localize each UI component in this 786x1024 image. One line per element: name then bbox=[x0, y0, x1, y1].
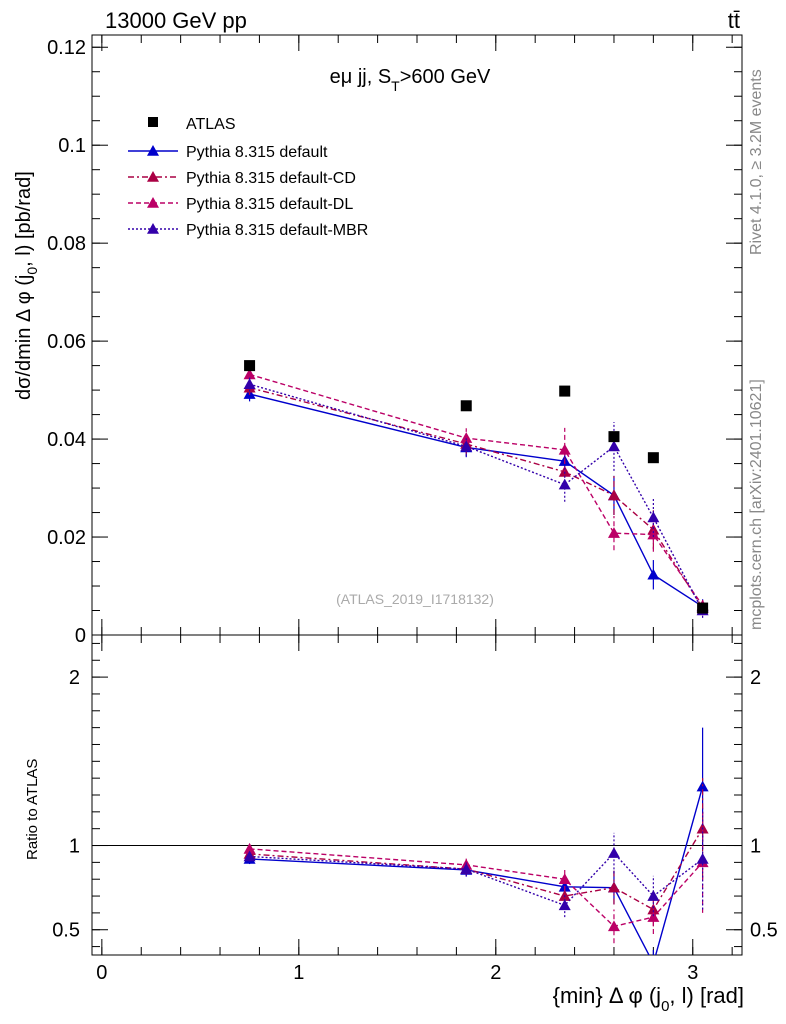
ratio-line-mbr bbox=[249, 852, 704, 907]
legend-marker-atlas bbox=[148, 117, 158, 127]
ratio-marker-dl bbox=[558, 873, 571, 885]
process-label: tt̄ bbox=[728, 8, 740, 33]
x-tick-label: 0 bbox=[96, 962, 107, 984]
marker-dl bbox=[460, 432, 473, 443]
marker-dl bbox=[243, 368, 256, 380]
legend: ATLAS Pythia 8.315 default Pythia 8.315 d… bbox=[128, 116, 368, 239]
legend-label-atlas: ATLAS bbox=[186, 116, 236, 133]
ratio-marker-mbr bbox=[607, 847, 620, 858]
data-point-atlas bbox=[697, 602, 709, 614]
marker-mbr bbox=[460, 440, 473, 452]
ratio-marker-mbr bbox=[460, 863, 473, 874]
legend-marker-dl bbox=[147, 197, 159, 208]
ratio-marker-mbr bbox=[558, 899, 571, 911]
x-axis-ticks: 0 1 2 3 bbox=[96, 35, 733, 984]
ratio-marker-cd bbox=[607, 881, 620, 893]
legend-marker-default bbox=[147, 145, 159, 156]
ratio-tick-label-right: 0.5 bbox=[750, 920, 778, 942]
series-line-dl bbox=[249, 373, 704, 607]
ratio-axis-ticks: 0.5 0.5 1 1 2 2 bbox=[52, 642, 778, 948]
series-line-mbr bbox=[249, 383, 704, 611]
ratio-tick-label: 0.5 bbox=[52, 920, 80, 942]
y-tick-label: 0.04 bbox=[47, 429, 86, 451]
main-series-layer bbox=[243, 360, 709, 618]
legend-label-cd: Pythia 8.315 default-CD bbox=[186, 170, 356, 187]
ratio-series-layer bbox=[243, 727, 709, 968]
x-tick-label: 3 bbox=[687, 962, 698, 984]
ratio-tick-label: 2 bbox=[69, 667, 80, 689]
y-tick-label: 0.02 bbox=[47, 527, 86, 549]
mcplots-label: mcplots.cern.ch [arXiv:2401.10621] bbox=[748, 379, 765, 630]
y-tick-label: 0.1 bbox=[58, 135, 86, 157]
data-point-atlas bbox=[460, 400, 472, 412]
main-axis-ticks: 0 0.02 0.04 0.06 0.08 0.1 0.12 bbox=[47, 37, 742, 647]
y-axis-title: dσ/dmin Δ φ (j0, l) [pb/rad] bbox=[13, 171, 40, 400]
marker-dl bbox=[647, 528, 660, 540]
ratio-line-cd bbox=[249, 828, 704, 911]
x-tick-label: 2 bbox=[490, 962, 501, 984]
ratio-axis-title: Ratio to ATLAS bbox=[24, 759, 41, 860]
rivet-label: Rivet 4.1.0, ≥ 3.2M events bbox=[748, 69, 765, 255]
data-point-atlas bbox=[647, 452, 659, 464]
series-line-cd bbox=[249, 386, 704, 609]
legend-label-dl: Pythia 8.315 default-DL bbox=[186, 196, 353, 213]
ratio-marker-mbr bbox=[243, 850, 256, 862]
analysis-watermark: (ATLAS_2019_I1718132) bbox=[336, 591, 494, 607]
ratio-marker-dl bbox=[647, 911, 660, 922]
ratio-tick-label-right: 2 bbox=[750, 667, 761, 689]
y-tick-label: 0.12 bbox=[47, 37, 86, 59]
marker-default bbox=[647, 568, 660, 580]
marker-mbr bbox=[558, 478, 571, 490]
marker-mbr bbox=[647, 511, 660, 523]
marker-cd bbox=[607, 489, 620, 501]
data-point-atlas bbox=[559, 385, 571, 397]
marker-mbr bbox=[607, 440, 620, 452]
ratio-plot-frame bbox=[91, 634, 743, 956]
ratio-marker-mbr bbox=[696, 853, 709, 864]
y-tick-label: 0.08 bbox=[47, 233, 86, 255]
plot-title: eμ jj, ST>600 GeV bbox=[330, 66, 491, 94]
ratio-tick-label: 1 bbox=[69, 836, 80, 858]
legend-label-default: Pythia 8.315 default bbox=[186, 144, 328, 161]
data-point-atlas bbox=[608, 431, 620, 443]
marker-mbr bbox=[243, 378, 256, 390]
x-tick-label: 1 bbox=[293, 962, 304, 984]
energy-label: 13000 GeV pp bbox=[105, 8, 247, 33]
ratio-marker-dl bbox=[607, 920, 620, 932]
ratio-tick-label-right: 1 bbox=[750, 836, 761, 858]
ratio-marker-dl bbox=[243, 842, 256, 854]
ratio-marker-mbr bbox=[647, 890, 660, 901]
series-line-default bbox=[249, 393, 703, 608]
ratio-marker-default bbox=[647, 957, 659, 968]
y-tick-label: 0.06 bbox=[47, 331, 86, 353]
data-point-atlas bbox=[244, 360, 256, 372]
legend-label-mbr: Pythia 8.315 default-MBR bbox=[186, 222, 368, 239]
legend-marker-cd bbox=[147, 171, 159, 182]
marker-dl bbox=[558, 443, 571, 455]
legend-marker-mbr bbox=[147, 223, 159, 234]
ratio-line-default bbox=[249, 786, 704, 955]
y-tick-label: 0 bbox=[75, 625, 86, 647]
x-axis-title: {min} Δ φ (j0, l) [rad] bbox=[553, 983, 744, 1015]
marker-dl bbox=[607, 527, 620, 538]
